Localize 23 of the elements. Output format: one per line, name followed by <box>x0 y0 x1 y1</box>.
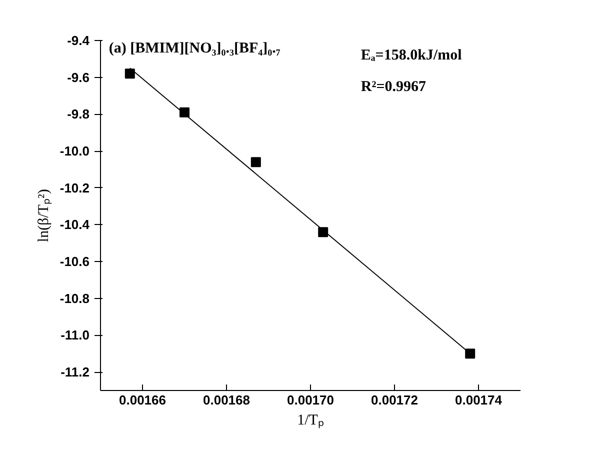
point <box>124 68 135 79</box>
y-tick-label: -9.4 <box>67 33 90 48</box>
y-axis-title: ln(β/Tₚ²) <box>36 188 52 242</box>
y-tick-label: -10.2 <box>60 180 90 196</box>
y-tick-label: -11.2 <box>60 364 90 380</box>
annotation: R²=0.9967 <box>360 79 427 95</box>
point <box>250 157 261 168</box>
chart-title: (a) [BMIM][NO₃]₀.₃[BF₄]₀.₇ <box>108 40 281 56</box>
x-tick-label: 0.00174 <box>455 392 503 408</box>
x-tick-label: 0.00170 <box>287 392 334 408</box>
x-tick-label: 0.00166 <box>119 392 166 408</box>
y-tick-label: -9.6 <box>67 70 90 85</box>
x-axis-title: 1/Tₚ <box>297 412 324 428</box>
point <box>465 348 476 359</box>
y-tick-label: -9.8 <box>67 106 90 122</box>
y-tick-label: -10.8 <box>60 290 90 306</box>
x-tick-label: 0.00168 <box>203 392 250 408</box>
y-tick-label: -10.0 <box>60 144 90 159</box>
y-tick-label: -10.6 <box>60 254 90 270</box>
y-tick-label: -11.0 <box>60 328 90 343</box>
x-tick-label: 0.00172 <box>371 392 418 408</box>
annotation: Eₐ=158.0kJ/mol <box>360 48 462 64</box>
y-tick-label: -10.4 <box>60 217 90 232</box>
